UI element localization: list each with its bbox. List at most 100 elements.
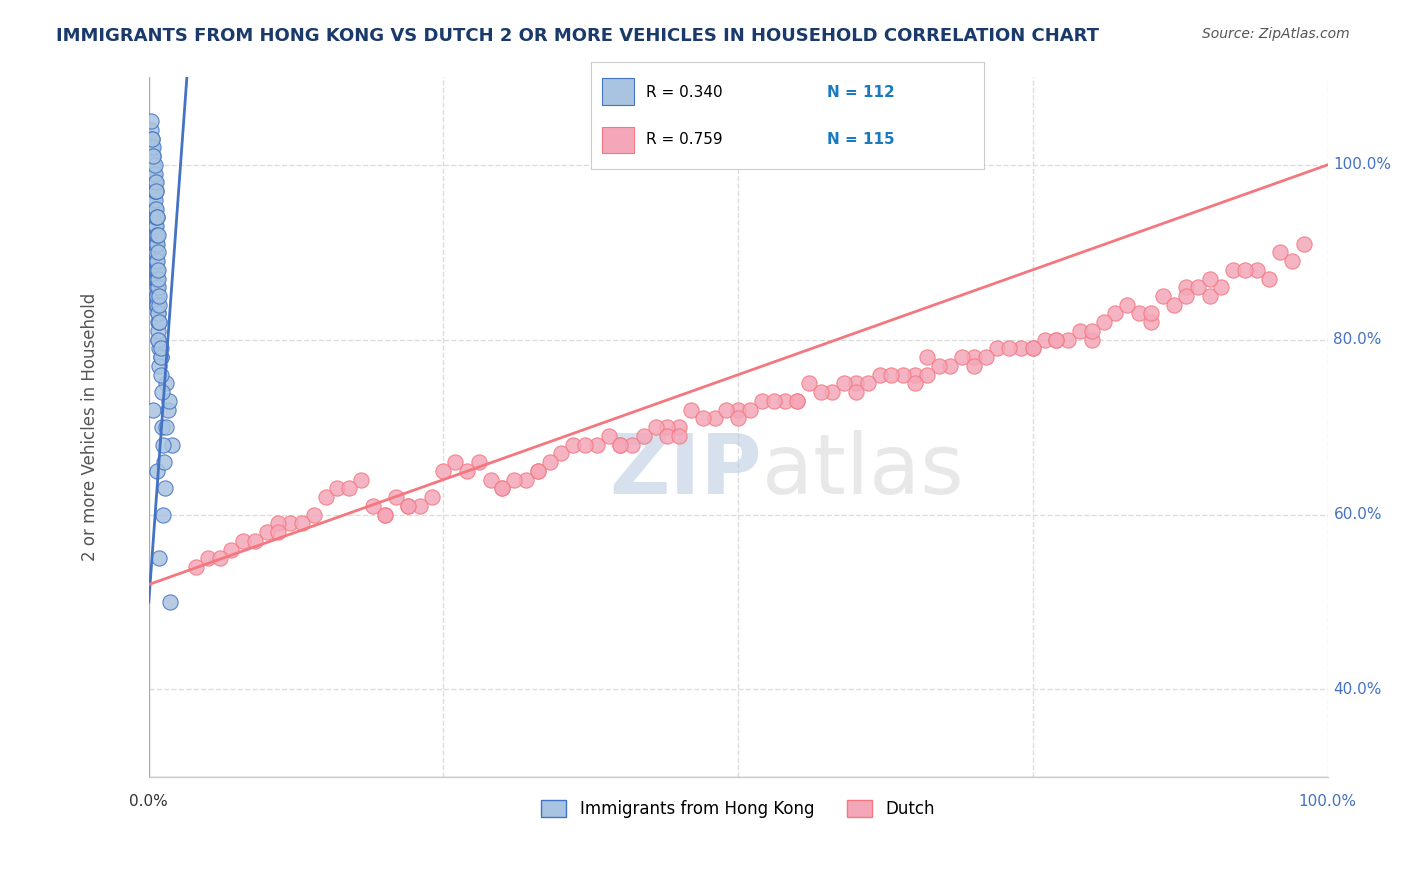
Point: [141, 175, 163, 189]
Point: [148, 315, 170, 329]
Point: [145, 211, 167, 225]
Point: [526, 464, 548, 478]
Text: 40.0%: 40.0%: [1333, 682, 1382, 697]
Point: [1152, 289, 1174, 303]
Point: [221, 542, 243, 557]
Point: [139, 193, 162, 207]
Point: [291, 516, 314, 531]
Point: [148, 262, 170, 277]
Point: [145, 219, 167, 233]
Point: [810, 385, 832, 400]
Point: [142, 219, 165, 233]
Point: [139, 158, 162, 172]
Point: [703, 411, 725, 425]
Point: [1069, 324, 1091, 338]
Point: [456, 464, 478, 478]
Point: [143, 219, 166, 233]
Point: [1163, 298, 1185, 312]
Point: [157, 393, 180, 408]
Point: [1270, 245, 1292, 260]
Point: [142, 149, 165, 163]
Point: [267, 524, 290, 539]
Point: [139, 123, 162, 137]
Point: [409, 499, 432, 513]
Point: [146, 271, 169, 285]
Point: [1010, 342, 1032, 356]
Point: [149, 350, 172, 364]
Point: [315, 490, 337, 504]
Point: [278, 516, 301, 531]
Point: [1057, 333, 1080, 347]
Point: [146, 464, 169, 478]
Point: [232, 533, 254, 548]
Point: [1081, 324, 1104, 338]
Point: [538, 455, 561, 469]
Point: [598, 429, 620, 443]
Point: [526, 464, 548, 478]
Point: [142, 149, 165, 163]
Point: [148, 333, 170, 347]
Text: R = 0.340: R = 0.340: [645, 85, 723, 100]
Point: [141, 149, 163, 163]
Point: [146, 262, 169, 277]
Point: [142, 402, 165, 417]
Point: [302, 508, 325, 522]
Text: Source: ZipAtlas.com: Source: ZipAtlas.com: [1202, 27, 1350, 41]
Text: IMMIGRANTS FROM HONG KONG VS DUTCH 2 OR MORE VEHICLES IN HOUSEHOLD CORRELATION C: IMMIGRANTS FROM HONG KONG VS DUTCH 2 OR …: [56, 27, 1099, 45]
Point: [350, 473, 373, 487]
Point: [149, 342, 172, 356]
Point: [148, 280, 170, 294]
Point: [148, 324, 170, 338]
Point: [150, 420, 173, 434]
Point: [915, 350, 938, 364]
Point: [491, 481, 513, 495]
Point: [1198, 289, 1220, 303]
Point: [141, 158, 163, 172]
Point: [1128, 306, 1150, 320]
Point: [141, 211, 163, 225]
Point: [143, 271, 166, 285]
Point: [679, 402, 702, 417]
Point: [141, 167, 163, 181]
Point: [692, 411, 714, 425]
Point: [142, 184, 165, 198]
Point: [146, 254, 169, 268]
Point: [142, 202, 165, 216]
Point: [148, 551, 170, 566]
Point: [1081, 333, 1104, 347]
Point: [928, 359, 950, 373]
Point: [869, 368, 891, 382]
Point: [152, 437, 174, 451]
Point: [145, 271, 167, 285]
Point: [668, 429, 690, 443]
Text: ZIP: ZIP: [609, 430, 762, 511]
Point: [142, 193, 165, 207]
Point: [1234, 262, 1257, 277]
Point: [148, 298, 170, 312]
Point: [141, 131, 163, 145]
Point: [142, 211, 165, 225]
Bar: [602, 78, 634, 105]
Point: [762, 393, 785, 408]
Point: [444, 455, 467, 469]
Point: [621, 437, 644, 451]
Point: [832, 376, 855, 391]
Point: [361, 499, 384, 513]
Point: [644, 420, 666, 434]
Point: [1033, 333, 1056, 347]
Legend: Immigrants from Hong Kong, Dutch: Immigrants from Hong Kong, Dutch: [534, 793, 942, 824]
Point: [585, 437, 607, 451]
Point: [142, 227, 165, 242]
Point: [155, 481, 177, 495]
Point: [963, 359, 986, 373]
Point: [162, 437, 184, 451]
Point: [148, 306, 170, 320]
Point: [267, 516, 290, 531]
Point: [337, 481, 360, 495]
Point: [148, 315, 170, 329]
Bar: [602, 127, 634, 153]
Point: [786, 393, 808, 408]
Point: [146, 227, 169, 242]
Point: [396, 499, 419, 513]
Point: [146, 211, 169, 225]
